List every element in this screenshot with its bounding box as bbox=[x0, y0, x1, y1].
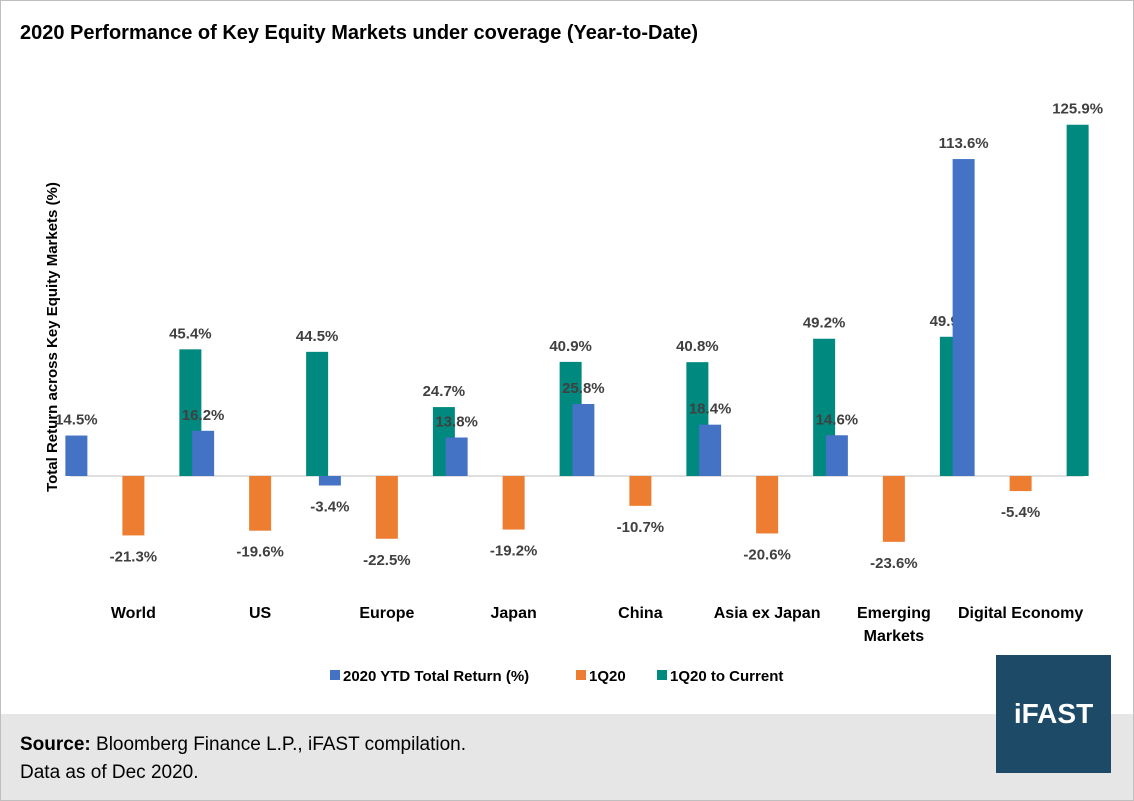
data-label-japan-1q20: -19.2% bbox=[490, 543, 538, 560]
bar-world-1q20 bbox=[122, 476, 145, 536]
bar-digital-economy-1q20-to-current bbox=[1066, 124, 1089, 476]
category-label-europe: Europe bbox=[359, 605, 414, 622]
ifast-logo: iFAST bbox=[996, 655, 1111, 773]
data-label-world-2020-ytd-total-return: 14.5% bbox=[55, 412, 98, 429]
bar-emerging-markets-1q20 bbox=[882, 476, 905, 542]
bar-europe-2020-ytd-total-return bbox=[318, 476, 341, 486]
bar-us-1q20-to-current bbox=[306, 351, 329, 476]
source-text: Bloomberg Finance L.P., iFAST compilatio… bbox=[96, 734, 467, 755]
data-label-emerging-markets-2020-ytd-total-return: 14.6% bbox=[816, 411, 859, 428]
bar-digital-economy-2020-ytd-total-return bbox=[952, 159, 975, 476]
data-label-digital-economy-1q20: -5.4% bbox=[1001, 504, 1040, 521]
data-label-world-1q20-to-current: 45.4% bbox=[169, 325, 212, 342]
category-label-emerging-markets: Emerging Markets bbox=[857, 605, 931, 645]
data-label-asia-ex-japan-1q20-to-current: 49.2% bbox=[803, 315, 846, 332]
bar-japan-2020-ytd-total-return bbox=[445, 437, 468, 476]
y-axis-label: Total Return across Key Equity Markets (… bbox=[44, 182, 61, 492]
data-label-japan-1q20-to-current: 40.9% bbox=[549, 338, 592, 355]
data-label-us-2020-ytd-total-return: 16.2% bbox=[182, 407, 225, 424]
data-label-world-1q20: -21.3% bbox=[110, 548, 158, 565]
data-label-japan-2020-ytd-total-return: 13.8% bbox=[435, 413, 478, 430]
category-label-asia-ex-japan: Asia ex Japan bbox=[714, 605, 821, 622]
data-label-asia-ex-japan-2020-ytd-total-return: 18.4% bbox=[689, 401, 732, 418]
bar-us-2020-ytd-total-return bbox=[192, 430, 215, 476]
bar-china-1q20 bbox=[629, 476, 652, 506]
legend-label-1q20-to-current: 1Q20 to Current bbox=[670, 668, 783, 685]
bar-europe-1q20 bbox=[375, 476, 398, 539]
footer-band bbox=[1, 714, 1133, 800]
data-label-europe-2020-ytd-total-return: -3.4% bbox=[310, 498, 349, 515]
bar-japan-1q20 bbox=[502, 476, 525, 530]
data-label-china-2020-ytd-total-return: 25.8% bbox=[562, 380, 605, 397]
data-label-digital-economy-2020-ytd-total-return: 113.6% bbox=[939, 135, 989, 152]
data-label-emerging-markets-1q20: -23.6% bbox=[870, 555, 918, 572]
data-label-digital-economy-1q20-to-current: 125.9% bbox=[1052, 101, 1103, 118]
legend-label-1q20: 1Q20 bbox=[589, 668, 626, 685]
bar-asia-ex-japan-2020-ytd-total-return bbox=[699, 424, 722, 476]
data-label-us-1q20: -19.6% bbox=[236, 544, 284, 561]
category-label-digital-economy: Digital Economy bbox=[958, 605, 1083, 622]
source-label: Source: bbox=[20, 734, 91, 755]
legend-label-2020-ytd-total-return: 2020 YTD Total Return (%) bbox=[343, 668, 529, 685]
data-label-us-1q20-to-current: 44.5% bbox=[296, 328, 339, 345]
category-label-us: US bbox=[249, 605, 272, 622]
source-note: Source: Bloomberg Finance L.P., iFAST co… bbox=[20, 731, 466, 787]
legend-swatch-1q20 bbox=[576, 670, 586, 680]
data-date-note: Data as of Dec 2020. bbox=[20, 762, 199, 783]
data-label-china-1q20: -10.7% bbox=[617, 519, 665, 536]
bar-emerging-markets-2020-ytd-total-return bbox=[825, 435, 848, 476]
bar-us-1q20 bbox=[249, 476, 272, 531]
data-label-europe-1q20-to-current: 24.7% bbox=[423, 383, 466, 400]
bar-china-2020-ytd-total-return bbox=[572, 404, 595, 476]
data-label-europe-1q20: -22.5% bbox=[363, 552, 411, 569]
bar-digital-economy-1q20 bbox=[1009, 476, 1032, 492]
bar-asia-ex-japan-1q20 bbox=[756, 476, 779, 534]
data-label-asia-ex-japan-1q20: -20.6% bbox=[743, 546, 791, 563]
chart-title: 2020 Performance of Key Equity Markets u… bbox=[20, 22, 699, 44]
category-label-world: World bbox=[111, 605, 156, 622]
data-label-china-1q20-to-current: 40.8% bbox=[676, 338, 719, 355]
legend-swatch-1q20-to-current bbox=[657, 670, 667, 680]
category-label-china: China bbox=[618, 605, 663, 622]
bar-world-2020-ytd-total-return bbox=[65, 435, 88, 476]
legend-swatch-2020-ytd-total-return bbox=[330, 670, 340, 680]
category-label-japan: Japan bbox=[491, 605, 537, 622]
